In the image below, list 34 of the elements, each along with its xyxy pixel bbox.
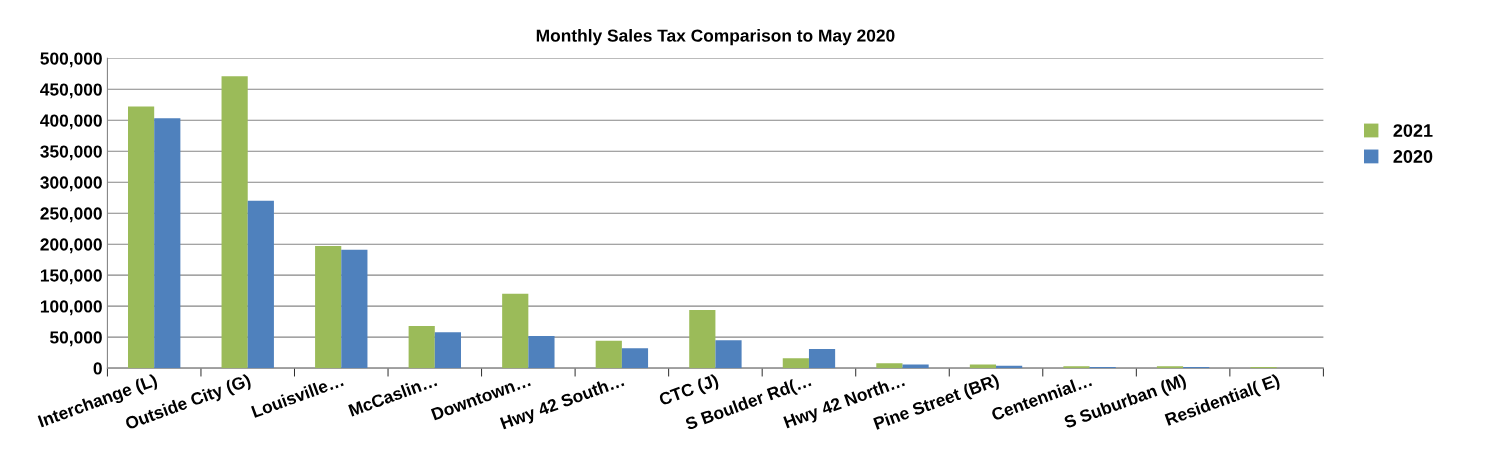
y-tick-label: 50,000 (50, 331, 102, 347)
y-tick-label: 100,000 (40, 300, 102, 316)
bar (221, 76, 248, 369)
legend-label: 2021 (1393, 124, 1433, 137)
chart-title: Monthly Sales Tax Comparison to May 2020 (536, 29, 895, 46)
bar (341, 249, 368, 369)
y-tick-label: 400,000 (40, 114, 102, 130)
y-tick-label: 200,000 (40, 238, 102, 254)
bar (782, 358, 809, 369)
bar (621, 348, 649, 369)
legend-label: 2020 (1393, 150, 1433, 163)
bar (969, 364, 997, 369)
y-tick-label: 350,000 (40, 145, 102, 161)
bar (528, 335, 555, 369)
y-tick-label: 300,000 (40, 176, 102, 192)
y-tick-label: 250,000 (40, 207, 102, 223)
y-tick-label: 450,000 (40, 83, 102, 99)
bar (502, 293, 529, 369)
bar (689, 309, 716, 369)
y-tick-label: 150,000 (40, 269, 102, 285)
bar (902, 364, 929, 369)
bar (876, 363, 903, 369)
bar (408, 325, 435, 369)
y-tick-label: 500,000 (40, 52, 102, 68)
bar (434, 332, 461, 369)
bar (154, 118, 181, 369)
y-tick-label: 0 (93, 362, 102, 375)
bar (247, 200, 274, 369)
bar (715, 340, 742, 369)
bar (595, 340, 622, 369)
bar (808, 348, 836, 369)
bar (128, 106, 155, 369)
x-tick-label: CTC (J) (658, 373, 721, 410)
bar (315, 246, 342, 369)
